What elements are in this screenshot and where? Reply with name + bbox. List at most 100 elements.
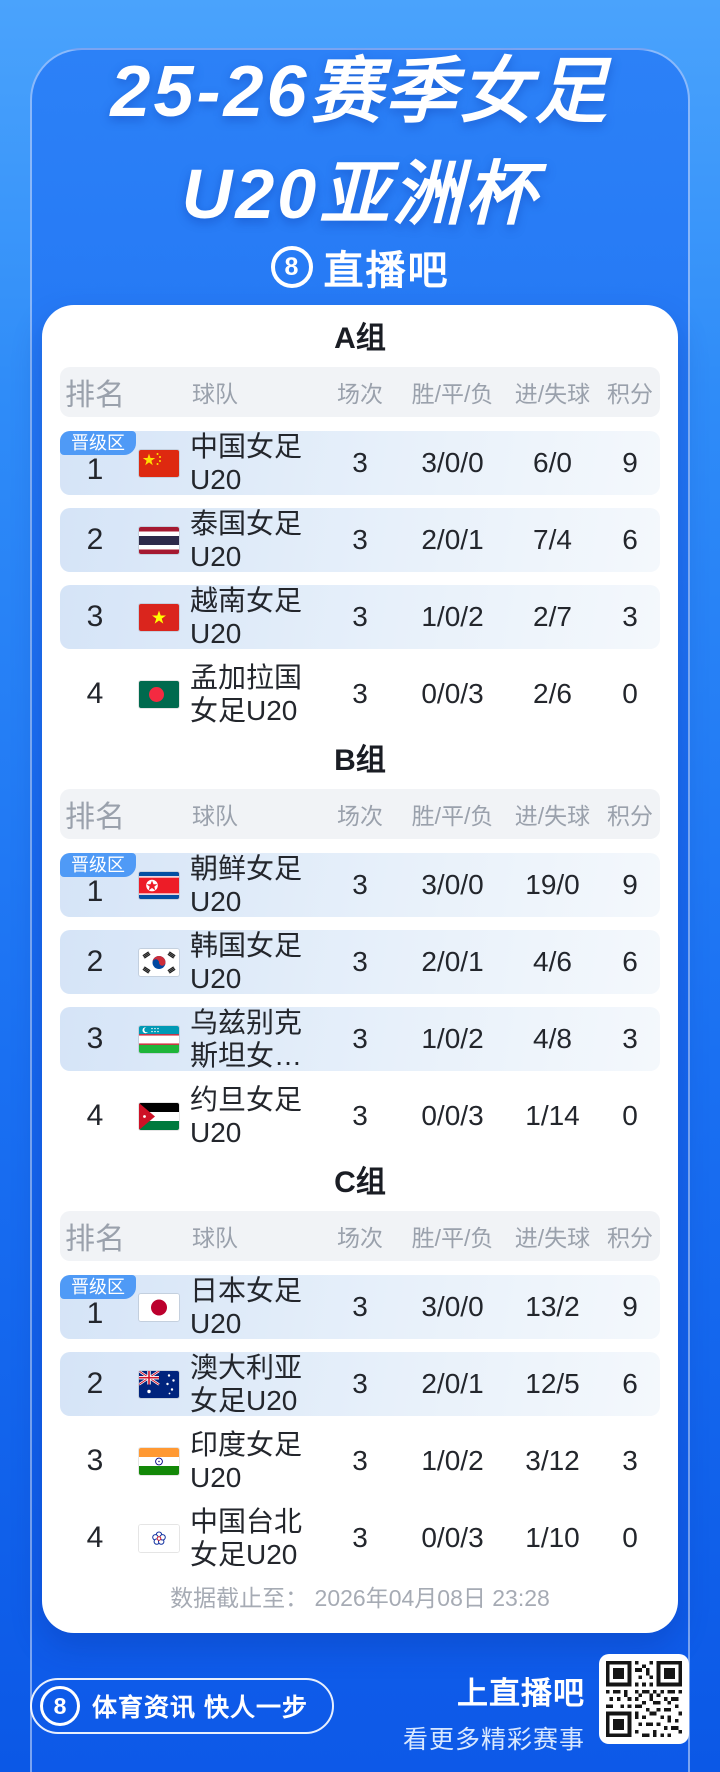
played-value: 3	[352, 869, 368, 900]
column-header-goals: 进/失球	[514, 381, 591, 407]
table-header: 排名 球队 场次 胜/平/负 进/失球 积分	[60, 1211, 660, 1261]
flag-uzbekistan-icon	[130, 1024, 180, 1054]
column-header-played: 场次	[337, 803, 383, 829]
group-b-section: B组 排名 球队 场次 胜/平/负 进/失球 积分 晋级区 1 朝鲜女足U20 …	[60, 739, 660, 1148]
flag-south-korea-icon	[130, 947, 180, 977]
team-name: 孟加拉国女足U20	[190, 662, 303, 726]
table-row: 晋级区 1 日本女足U20 3 3/0/0 13/2 9	[60, 1275, 660, 1339]
wdl-value: 3/0/0	[421, 1291, 484, 1322]
flag-thailand-icon	[130, 525, 180, 555]
promotion-zone-badge: 晋级区	[60, 431, 136, 455]
played-value: 3	[352, 1445, 368, 1476]
column-header-team: 球队	[192, 803, 238, 829]
wdl-value: 2/0/1	[421, 1368, 484, 1399]
flag-jordan-icon	[130, 1101, 180, 1131]
points-value: 9	[622, 447, 638, 478]
flag-chinese-taipei-icon	[130, 1523, 180, 1553]
goals-value: 13/2	[525, 1291, 580, 1322]
points-value: 3	[622, 1023, 638, 1054]
column-header-rank: 排名	[65, 1223, 125, 1256]
column-header-points: 积分	[607, 1225, 653, 1251]
played-value: 3	[352, 1522, 368, 1553]
table-header: 排名 球队 场次 胜/平/负 进/失球 积分	[60, 367, 660, 417]
group-title: A组	[334, 322, 386, 355]
data-cutoff-note: 数据截止至： 2026年04月08日 23:28	[170, 1585, 550, 1611]
column-header-wdl: 胜/平/负	[411, 803, 494, 829]
points-value: 3	[622, 1445, 638, 1476]
points-value: 9	[622, 869, 638, 900]
rank-value: 1	[86, 1297, 104, 1330]
cta-title: 上直播吧	[457, 1676, 585, 1711]
rank-value: 1	[86, 453, 104, 486]
played-value: 3	[352, 1368, 368, 1399]
wdl-value: 2/0/1	[421, 946, 484, 977]
goals-value: 1/10	[525, 1522, 580, 1553]
column-header-team: 球队	[192, 1225, 238, 1251]
team-name: 韩国女足U20	[190, 930, 303, 994]
column-header-goals: 进/失球	[514, 803, 591, 829]
rank-value: 3	[86, 1022, 104, 1055]
column-header-rank: 排名	[65, 801, 125, 834]
flag-bangladesh-icon	[130, 679, 180, 709]
flag-japan-icon	[130, 1292, 180, 1322]
goals-value: 1/14	[525, 1100, 580, 1131]
played-value: 3	[352, 447, 368, 478]
goals-value: 4/6	[533, 946, 572, 977]
table-row: 3 印度女足U20 3 1/0/2 3/12 3	[60, 1429, 660, 1493]
wdl-value: 1/0/2	[421, 1023, 484, 1054]
points-value: 3	[622, 601, 638, 632]
slogan-pill: 8 体育资讯 快人一步	[30, 1678, 334, 1734]
points-value: 6	[622, 524, 638, 555]
points-value: 6	[622, 946, 638, 977]
goals-value: 3/12	[525, 1445, 580, 1476]
points-value: 0	[622, 678, 638, 709]
rank-value: 2	[86, 1367, 104, 1400]
team-name: 约旦女足U20	[190, 1084, 303, 1148]
team-name: 中国女足U20	[190, 431, 303, 495]
table-row: 2 泰国女足U20 3 2/0/1 7/4 6	[60, 508, 660, 572]
flag-australia-icon	[130, 1369, 180, 1399]
flag-north-korea-icon	[130, 870, 180, 900]
column-header-goals: 进/失球	[514, 1225, 591, 1251]
team-name: 澳大利亚女足U20	[190, 1352, 303, 1416]
flag-vietnam-icon	[130, 602, 180, 632]
column-header-wdl: 胜/平/负	[411, 381, 494, 407]
column-header-team: 球队	[192, 381, 238, 407]
team-name: 中国台北女足U20	[190, 1506, 303, 1570]
table-row: 4 约旦女足U20 3 0/0/3 1/14 0	[60, 1084, 660, 1148]
goals-value: 7/4	[533, 524, 572, 555]
played-value: 3	[352, 524, 368, 555]
column-header-rank: 排名	[65, 379, 125, 412]
group-title: B组	[334, 744, 386, 777]
points-value: 6	[622, 1368, 638, 1399]
zhibo8-icon: 8	[40, 1686, 80, 1726]
table-header: 排名 球队 场次 胜/平/负 进/失球 积分	[60, 789, 660, 839]
played-value: 3	[352, 678, 368, 709]
table-row: 2 澳大利亚女足U20 3 2/0/1 12/5 6	[60, 1352, 660, 1416]
column-header-points: 积分	[607, 803, 653, 829]
table-row: 3 乌兹别克斯坦女足U20 3 1/0/2 4/8 3	[60, 1007, 660, 1071]
points-value: 9	[622, 1291, 638, 1322]
table-row: 晋级区 1 朝鲜女足U20 3 3/0/0 19/0 9	[60, 853, 660, 917]
rank-value: 4	[86, 677, 104, 710]
zhibo8-icon: 8	[270, 246, 313, 288]
brand-logo: 8 直播吧	[32, 238, 688, 296]
rank-value: 1	[86, 875, 104, 908]
played-value: 3	[352, 946, 368, 977]
promotion-zone-badge: 晋级区	[60, 1275, 136, 1299]
played-value: 3	[352, 1291, 368, 1322]
main-panel: 25-26赛季女足 U20亚洲杯 8 直播吧 A组 排名 球队 场次 胜/平/负…	[30, 48, 690, 1772]
played-value: 3	[352, 1100, 368, 1131]
rank-value: 4	[86, 1521, 104, 1554]
group-a-section: A组 排名 球队 场次 胜/平/负 进/失球 积分 晋级区 1 中国女足U20 …	[60, 317, 660, 726]
flag-china-icon	[130, 448, 180, 478]
flag-india-icon	[130, 1446, 180, 1476]
team-name: 泰国女足U20	[190, 508, 303, 572]
goals-value: 12/5	[525, 1368, 580, 1399]
brand-logo-text: 直播吧	[323, 249, 450, 293]
column-header-points: 积分	[607, 381, 653, 407]
table-row: 4 中国台北女足U20 3 0/0/3 1/10 0	[60, 1506, 660, 1570]
points-value: 0	[622, 1100, 638, 1131]
cta-subtitle: 看更多精彩赛事	[402, 1726, 585, 1754]
